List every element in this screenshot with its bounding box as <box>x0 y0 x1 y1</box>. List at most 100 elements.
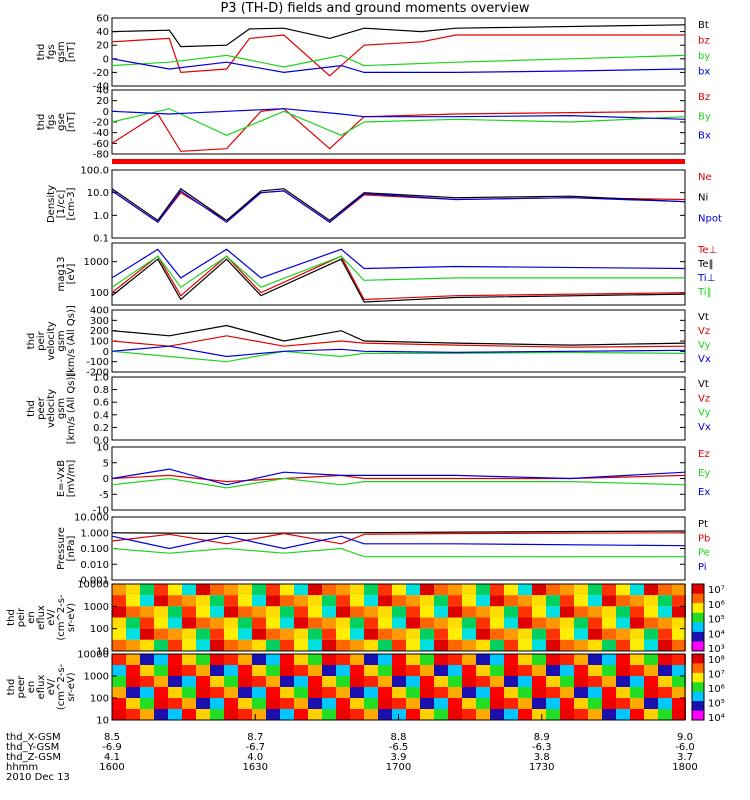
spectrogram-cell <box>196 617 210 629</box>
spectrogram-cell <box>630 639 644 651</box>
spectrogram-cell <box>560 639 574 651</box>
spectrogram-cell <box>336 628 350 640</box>
spectrogram-cell <box>252 654 266 665</box>
spectrogram-cell <box>406 606 420 618</box>
spectrogram-cell <box>588 665 602 676</box>
spectrogram-cell <box>658 709 672 720</box>
spectrogram-cell <box>504 628 518 640</box>
spectrogram-cell <box>364 628 378 640</box>
y-tick-label: 100 <box>90 337 109 348</box>
spectrogram-cell <box>126 687 140 698</box>
spectrogram-cell <box>448 676 462 687</box>
series-Te‖ <box>111 258 686 303</box>
spectrogram-cell <box>182 687 196 698</box>
spectrogram-cell <box>140 617 154 629</box>
spectrogram-cell <box>462 628 476 640</box>
series-Vz <box>111 335 686 348</box>
series-Bt <box>111 24 686 48</box>
spectrogram-cell <box>322 639 336 651</box>
spectrogram-cell <box>644 698 658 709</box>
y-tick-label: 100 <box>90 288 109 299</box>
y-axis-label: eV/ <box>46 609 57 626</box>
spectrogram-cell <box>588 595 602 607</box>
spectrogram-cell <box>532 628 546 640</box>
spectrogram-cell <box>546 654 560 665</box>
spectrogram-cell <box>644 676 658 687</box>
y-axis-label: thd <box>6 609 17 626</box>
y-tick-label: 0.6 <box>93 398 109 409</box>
spectrogram-cell <box>518 584 532 596</box>
spectrogram-cell <box>630 687 644 698</box>
spectrogram-cell <box>168 584 182 596</box>
spectrogram-cell <box>560 687 574 698</box>
spectrogram-cell <box>518 676 532 687</box>
spectrogram-cell <box>672 628 686 640</box>
spectrogram-cell <box>112 617 126 629</box>
spectrogram-cell <box>392 617 406 629</box>
spectrogram-cell <box>294 698 308 709</box>
spectrogram-cell <box>266 709 280 720</box>
y-tick-label: 400 <box>90 306 109 317</box>
series-Bx <box>111 108 686 120</box>
spectrogram-cell <box>672 606 686 618</box>
spectrogram-cell <box>504 698 518 709</box>
spectrogram-cell <box>434 628 448 640</box>
y-tick-label: 200 <box>90 326 109 337</box>
spectrogram-cell <box>308 687 322 698</box>
x-axis-row-label: thd_Z-GSM <box>6 752 61 763</box>
spectrogram-cell <box>322 709 336 720</box>
spectrogram-cell <box>182 654 196 665</box>
spectrogram-cell <box>560 676 574 687</box>
spectrogram-cell <box>602 606 616 618</box>
legend-entry: Bz <box>698 92 710 103</box>
legend-entry: Bt <box>698 20 709 31</box>
spectrogram-cell <box>518 654 532 665</box>
spectrogram-cell <box>336 676 350 687</box>
spectrogram-cell <box>126 698 140 709</box>
spectrogram-cell <box>602 628 616 640</box>
y-axis-label: fgs <box>46 114 57 129</box>
colorbar-segment <box>692 584 704 595</box>
spectrogram-cell <box>210 584 224 596</box>
spectrogram-cell <box>658 654 672 665</box>
spectrogram-cell <box>224 606 238 618</box>
colorbar-tick-label: 10⁴ <box>708 713 725 724</box>
spectrogram-cell <box>392 687 406 698</box>
spectrogram-cell <box>546 584 560 596</box>
y-tick-label: -100 <box>86 357 109 368</box>
x-tick-label: 1600 <box>99 762 124 773</box>
spectrogram-cell <box>630 665 644 676</box>
spectrogram-cell <box>140 639 154 651</box>
colorbar-segment <box>692 654 704 664</box>
spectrogram-cell <box>378 709 392 720</box>
spectrogram-cell <box>238 584 252 596</box>
spectrogram-cell <box>602 698 616 709</box>
spectrogram-cell <box>308 698 322 709</box>
spectrogram-cell <box>574 698 588 709</box>
spectrogram-cell <box>420 687 434 698</box>
legend-entry: bz <box>698 36 710 47</box>
x-axis-row-label: thd_Y-GSM <box>6 742 59 753</box>
spectrogram-cell <box>350 687 364 698</box>
spectrogram-cell <box>168 639 182 651</box>
spectrogram-cell <box>350 639 364 651</box>
colorbar-segment <box>692 710 704 721</box>
spectrogram-cell <box>420 639 434 651</box>
series-Ni <box>111 187 686 222</box>
spectrogram-cell <box>126 676 140 687</box>
spectrogram-cell <box>672 709 686 720</box>
spectrogram-cell <box>560 665 574 676</box>
spectrogram-cell <box>602 676 616 687</box>
spectrogram-cell <box>616 606 630 618</box>
spectrogram-cell <box>294 709 308 720</box>
spectrogram-cell <box>140 665 154 676</box>
spectrogram-cell <box>168 606 182 618</box>
y-axis-label: eflux <box>36 605 47 630</box>
spectrogram-cell <box>252 606 266 618</box>
spectrogram-cell <box>182 639 196 651</box>
spectrogram-cell <box>420 654 434 665</box>
spectrogram-cell <box>546 698 560 709</box>
y-axis-label: eV/ <box>46 678 57 695</box>
y-axis-label: [km/s (All Qs)] <box>66 373 77 445</box>
